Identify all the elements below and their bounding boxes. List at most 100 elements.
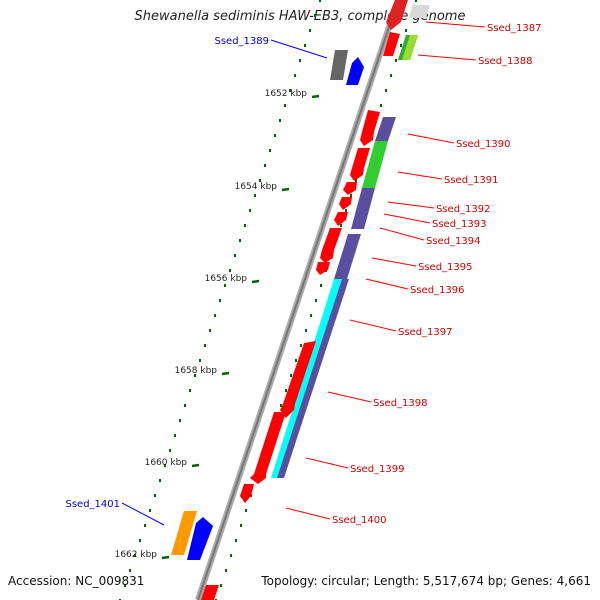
gene-label-ssed_1394[interactable]: Ssed_1394 xyxy=(426,236,481,247)
guide-dot xyxy=(209,329,211,332)
label-leader-line xyxy=(397,171,443,180)
guide-dot xyxy=(220,584,222,587)
guide-dot xyxy=(179,419,181,422)
cds-arrow-1400 xyxy=(240,484,254,503)
guide-dot xyxy=(230,554,232,557)
label-leader-line xyxy=(379,227,425,241)
guide-dot xyxy=(279,119,281,122)
backbone-group xyxy=(195,0,401,600)
label-leader-line xyxy=(327,391,372,403)
cds-arrow-1401 xyxy=(187,517,213,560)
guide-dot xyxy=(340,224,342,227)
guide-dot xyxy=(315,299,317,302)
guide-dot xyxy=(214,314,216,317)
guide-dot xyxy=(224,284,226,287)
gene-label-ssed_1400[interactable]: Ssed_1400 xyxy=(332,515,387,526)
gene-label-ssed_1392[interactable]: Ssed_1392 xyxy=(436,204,491,215)
guide-dot xyxy=(289,89,291,92)
gene-label-ssed_1390[interactable]: Ssed_1390 xyxy=(456,139,511,150)
cds-arrow-1397 xyxy=(283,341,316,404)
guide-dot xyxy=(285,389,287,392)
topology-text: Topology: circular; Length: 5,517,674 bp… xyxy=(261,574,591,588)
guide-dot xyxy=(320,284,322,287)
label-leader-line xyxy=(349,319,397,332)
cog-bar-purple-1395 xyxy=(334,234,361,279)
gene-label-ssed_1393[interactable]: Ssed_1393 xyxy=(432,219,487,230)
guide-dot xyxy=(355,179,357,182)
scale-tick xyxy=(161,555,170,560)
label-leader-lines xyxy=(121,21,486,526)
cds-arrow-1393 xyxy=(339,197,352,210)
guide-dot xyxy=(304,44,306,47)
gene-label-ssed_1396[interactable]: Ssed_1396 xyxy=(410,285,465,296)
cds-arrow-1387 xyxy=(386,0,408,30)
guide-dot xyxy=(244,224,246,227)
cds-arrow-1402 xyxy=(201,585,219,600)
guide-dot xyxy=(174,434,176,437)
guide-dot xyxy=(124,584,126,587)
label-leader-line xyxy=(417,54,477,61)
guide-dot xyxy=(400,44,402,47)
scale-ticks: 1652 kbp 1654 kbp 1656 kbp 1658 kbp 1660 kbp… xyxy=(115,89,320,560)
cds-arrow-1390b xyxy=(360,132,374,146)
scale-label: 1654 kbp xyxy=(235,182,278,192)
guide-dot xyxy=(154,494,156,497)
guide-dot xyxy=(385,89,387,92)
cog-bar-gray-1389 xyxy=(330,50,348,80)
scale-label: 1658 kbp xyxy=(175,366,218,376)
cds-arrow-1391b xyxy=(350,168,364,181)
guide-dot xyxy=(269,149,271,152)
gene-label-ssed_1388[interactable]: Ssed_1388 xyxy=(478,56,533,67)
guide-dot xyxy=(390,74,392,77)
guide-dot xyxy=(144,524,146,527)
gene-label-ssed_1397[interactable]: Ssed_1397 xyxy=(398,327,453,338)
guide-dot xyxy=(204,344,206,347)
map-title: Shewanella sediminis HAW-EB3, complete g… xyxy=(134,9,466,24)
scale-label: 1652 kbp xyxy=(265,89,308,99)
guide-dot xyxy=(314,14,316,17)
guide-dot xyxy=(249,209,251,212)
guide-dot xyxy=(309,29,311,32)
gene-label-ssed_1391[interactable]: Ssed_1391 xyxy=(444,175,499,186)
gene-label-ssed_1389[interactable]: Ssed_1389 xyxy=(214,36,269,47)
scale-label: 1656 kbp xyxy=(205,274,248,284)
cds-arrow-1395b xyxy=(320,250,334,263)
guide-dot xyxy=(380,104,382,107)
cog-bar-purple-1392 xyxy=(351,188,375,229)
gene-label-ssed_1395[interactable]: Ssed_1395 xyxy=(418,262,473,273)
cds-arrow-1395 xyxy=(322,228,342,250)
guide-dot xyxy=(234,254,236,257)
guide-dot xyxy=(350,194,352,197)
label-leader-line xyxy=(425,21,486,28)
label-leader-line xyxy=(407,133,455,144)
guide-dot xyxy=(319,0,321,2)
cds-arrow-1392 xyxy=(343,182,357,195)
gene-label-ssed_1387[interactable]: Ssed_1387 xyxy=(487,23,542,34)
cds-arrow-1390 xyxy=(362,110,380,132)
guide-dot xyxy=(395,59,397,62)
guide-dot xyxy=(169,449,171,452)
guide-dot xyxy=(294,74,296,77)
scale-tick xyxy=(221,371,230,376)
guide-dot xyxy=(299,59,301,62)
label-leader-line xyxy=(365,278,409,290)
reverse-cds-track xyxy=(187,57,364,560)
guide-dot xyxy=(254,194,256,197)
accession-text: Accession: NC_009831 xyxy=(8,574,145,588)
cog-bar-cyan-1397 xyxy=(271,279,342,478)
guide-dot xyxy=(164,464,166,467)
guide-dot xyxy=(199,359,201,362)
gene-label-ssed_1398[interactable]: Ssed_1398 xyxy=(373,398,428,409)
cog-bar-gray-1387 xyxy=(409,5,430,18)
gene-label-ssed_1401[interactable]: Ssed_1401 xyxy=(65,499,120,510)
guide-dot xyxy=(235,539,237,542)
cog-bar-purple-1390 xyxy=(375,117,396,141)
guide-dot xyxy=(149,509,151,512)
scale-label: 1662 kbp xyxy=(115,550,158,560)
gene-label-ssed_1399[interactable]: Ssed_1399 xyxy=(350,464,405,475)
scale-tick xyxy=(191,463,200,468)
backbone-line-shade xyxy=(197,0,399,600)
forward-cds-track xyxy=(201,0,408,600)
guide-dot xyxy=(134,554,136,557)
